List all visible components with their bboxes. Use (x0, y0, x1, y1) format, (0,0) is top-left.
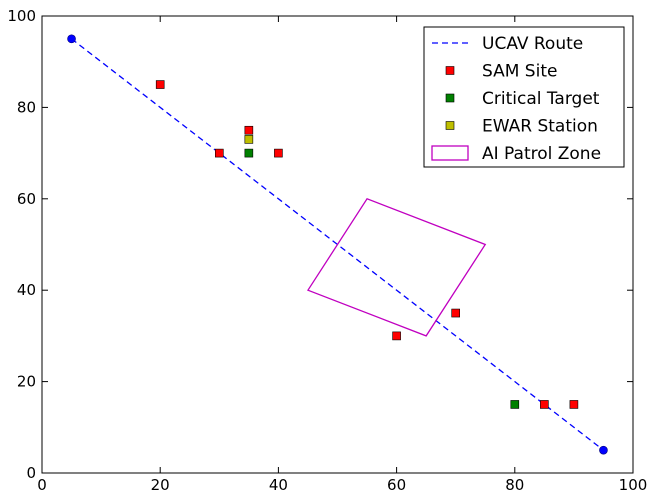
legend-swatch-ewar-station (445, 121, 455, 130)
sam-site-marker (155, 80, 165, 89)
route-line (71, 38, 604, 451)
sam-site-marker (569, 400, 579, 409)
legend-swatch-zone (431, 145, 469, 161)
x-tick-label: 60 (387, 476, 406, 494)
legend-label: EWAR Station (482, 117, 598, 137)
legend-label: SAM Site (482, 62, 557, 82)
critical-target-marker (510, 400, 520, 409)
legend-label: UCAV Route (482, 34, 583, 54)
x-axis: 0 20 40 60 80 100 (37, 16, 647, 494)
legend-swatch-critical-target (445, 93, 455, 103)
x-tick-label: 40 (269, 476, 288, 494)
y-tick-label: 100 (7, 7, 36, 25)
legend: UCAV Route SAM Site Critical Target EWAR St… (423, 26, 625, 168)
x-tick-label: 20 (151, 476, 170, 494)
patrol-zone-polygon (306, 198, 487, 337)
sam-site-marker (392, 331, 401, 341)
legend-label: Critical Target (482, 89, 600, 109)
y-tick-label: 20 (17, 373, 36, 391)
sam-site-marker (540, 400, 549, 409)
sam-site-marker (244, 125, 254, 135)
chart-marks (41, 15, 634, 474)
route-endpoint (67, 34, 76, 44)
plot-frame (41, 15, 634, 474)
critical-target-marker (244, 148, 254, 158)
legend-box (423, 26, 625, 168)
x-tick-label: 80 (505, 476, 524, 494)
sam-site-marker (451, 308, 461, 318)
legend-swatch-sam-site (445, 66, 455, 75)
x-tick-label: 100 (619, 476, 648, 494)
sam-site-marker (274, 148, 283, 158)
x-tick-label: 0 (37, 476, 47, 494)
legend-label: AI Patrol Zone (482, 144, 601, 164)
y-tick-label: 0 (26, 464, 36, 482)
ewar-station-marker (244, 135, 254, 144)
y-tick-label: 80 (17, 98, 36, 116)
y-tick-label: 40 (17, 281, 36, 299)
route-endpoint (599, 445, 608, 455)
y-axis: 0 20 40 60 80 100 (7, 7, 633, 482)
y-tick-label: 60 (17, 190, 36, 208)
sam-site-marker (215, 148, 224, 158)
